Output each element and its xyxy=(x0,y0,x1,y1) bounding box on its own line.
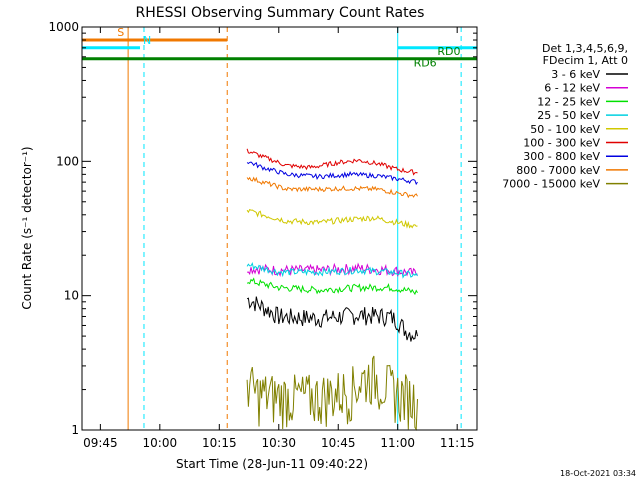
y-tick-label-1: 10 xyxy=(64,289,79,303)
x-tick-label-0: 09:45 xyxy=(83,436,118,450)
generation-timestamp: 18-Oct-2021 03:34 xyxy=(560,469,636,478)
x-tick-label-3: 10:30 xyxy=(261,436,296,450)
series-line-3 xyxy=(246,261,418,279)
legend-header-2: FDecim 1, Att 0 xyxy=(543,54,628,67)
legend-label-6: 300 - 800 keV xyxy=(523,150,600,163)
y-tick-label-2: 100 xyxy=(56,154,79,168)
legend-header-1: Det 1,3,4,5,6,9, xyxy=(542,42,628,55)
legend-label-7: 800 - 7000 keV xyxy=(516,164,600,177)
x-axis-label: Start Time (28-Jun-11 09:40:22) xyxy=(176,457,368,471)
legend-label-0: 3 - 6 keV xyxy=(551,68,600,81)
x-axis-ticks: 09:45 10:00 10:15 10:30 10:45 11:00 11:15 xyxy=(83,27,474,450)
legend-label-4: 50 - 100 keV xyxy=(530,123,600,136)
series-line-5 xyxy=(246,148,418,176)
series-line-8 xyxy=(246,355,418,431)
series-line-0 xyxy=(246,296,418,342)
legend-label-1: 6 - 12 keV xyxy=(544,82,600,95)
flag-label-0: S xyxy=(117,26,124,39)
series-line-6 xyxy=(246,161,418,186)
y-axis-label: Count Rate (s⁻¹ detector⁻¹) xyxy=(20,146,34,309)
y-tick-label-3: 1000 xyxy=(48,20,79,34)
legend-label-3: 25 - 50 keV xyxy=(537,109,600,122)
legend-label-8: 7000 - 15000 keV xyxy=(502,178,600,191)
x-tick-label-5: 11:00 xyxy=(380,436,415,450)
legend-label-5: 100 - 300 keV xyxy=(523,137,600,150)
series-line-4 xyxy=(246,208,418,229)
y-axis-ticks: 1 10 100 1000 xyxy=(48,20,477,437)
chart-title: RHESSI Observing Summary Count Rates xyxy=(136,5,425,21)
plot-frame xyxy=(81,26,478,431)
series-line-7 xyxy=(246,176,418,199)
x-tick-label-1: 10:00 xyxy=(143,436,178,450)
x-tick-label-2: 10:15 xyxy=(202,436,237,450)
x-tick-label-6: 11:15 xyxy=(440,436,475,450)
flag-annotation-1: RD6 xyxy=(414,56,437,69)
series-line-2 xyxy=(246,277,418,296)
flag-annotation-0: RD0 xyxy=(437,45,460,58)
y-tick-label-0: 1 xyxy=(71,423,79,437)
flag-label-1: N xyxy=(143,34,151,47)
x-tick-label-4: 10:45 xyxy=(321,436,356,450)
legend-label-2: 12 - 25 keV xyxy=(537,95,600,108)
